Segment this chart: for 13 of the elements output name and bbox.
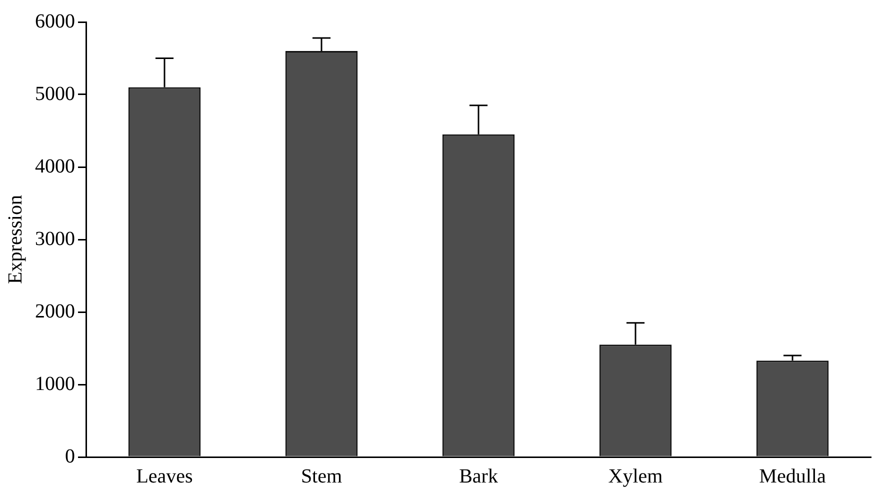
y-tick-label: 1000: [35, 372, 75, 395]
y-tick-label: 2000: [35, 300, 75, 322]
y-tick-label: 6000: [35, 10, 75, 32]
y-tick-label: 3000: [35, 228, 75, 250]
y-tick-label: 0: [65, 445, 75, 468]
y-axis-title: Expression: [4, 195, 26, 284]
x-tick-label: Xylem: [608, 465, 664, 488]
x-tick-label: Bark: [459, 465, 498, 488]
y-tick-label: 4000: [35, 155, 75, 178]
y-tick-label: 5000: [35, 82, 75, 105]
x-tick-label: Medulla: [759, 465, 826, 488]
x-tick-label: Leaves: [136, 465, 194, 488]
x-tick-label: Stem: [300, 465, 342, 488]
